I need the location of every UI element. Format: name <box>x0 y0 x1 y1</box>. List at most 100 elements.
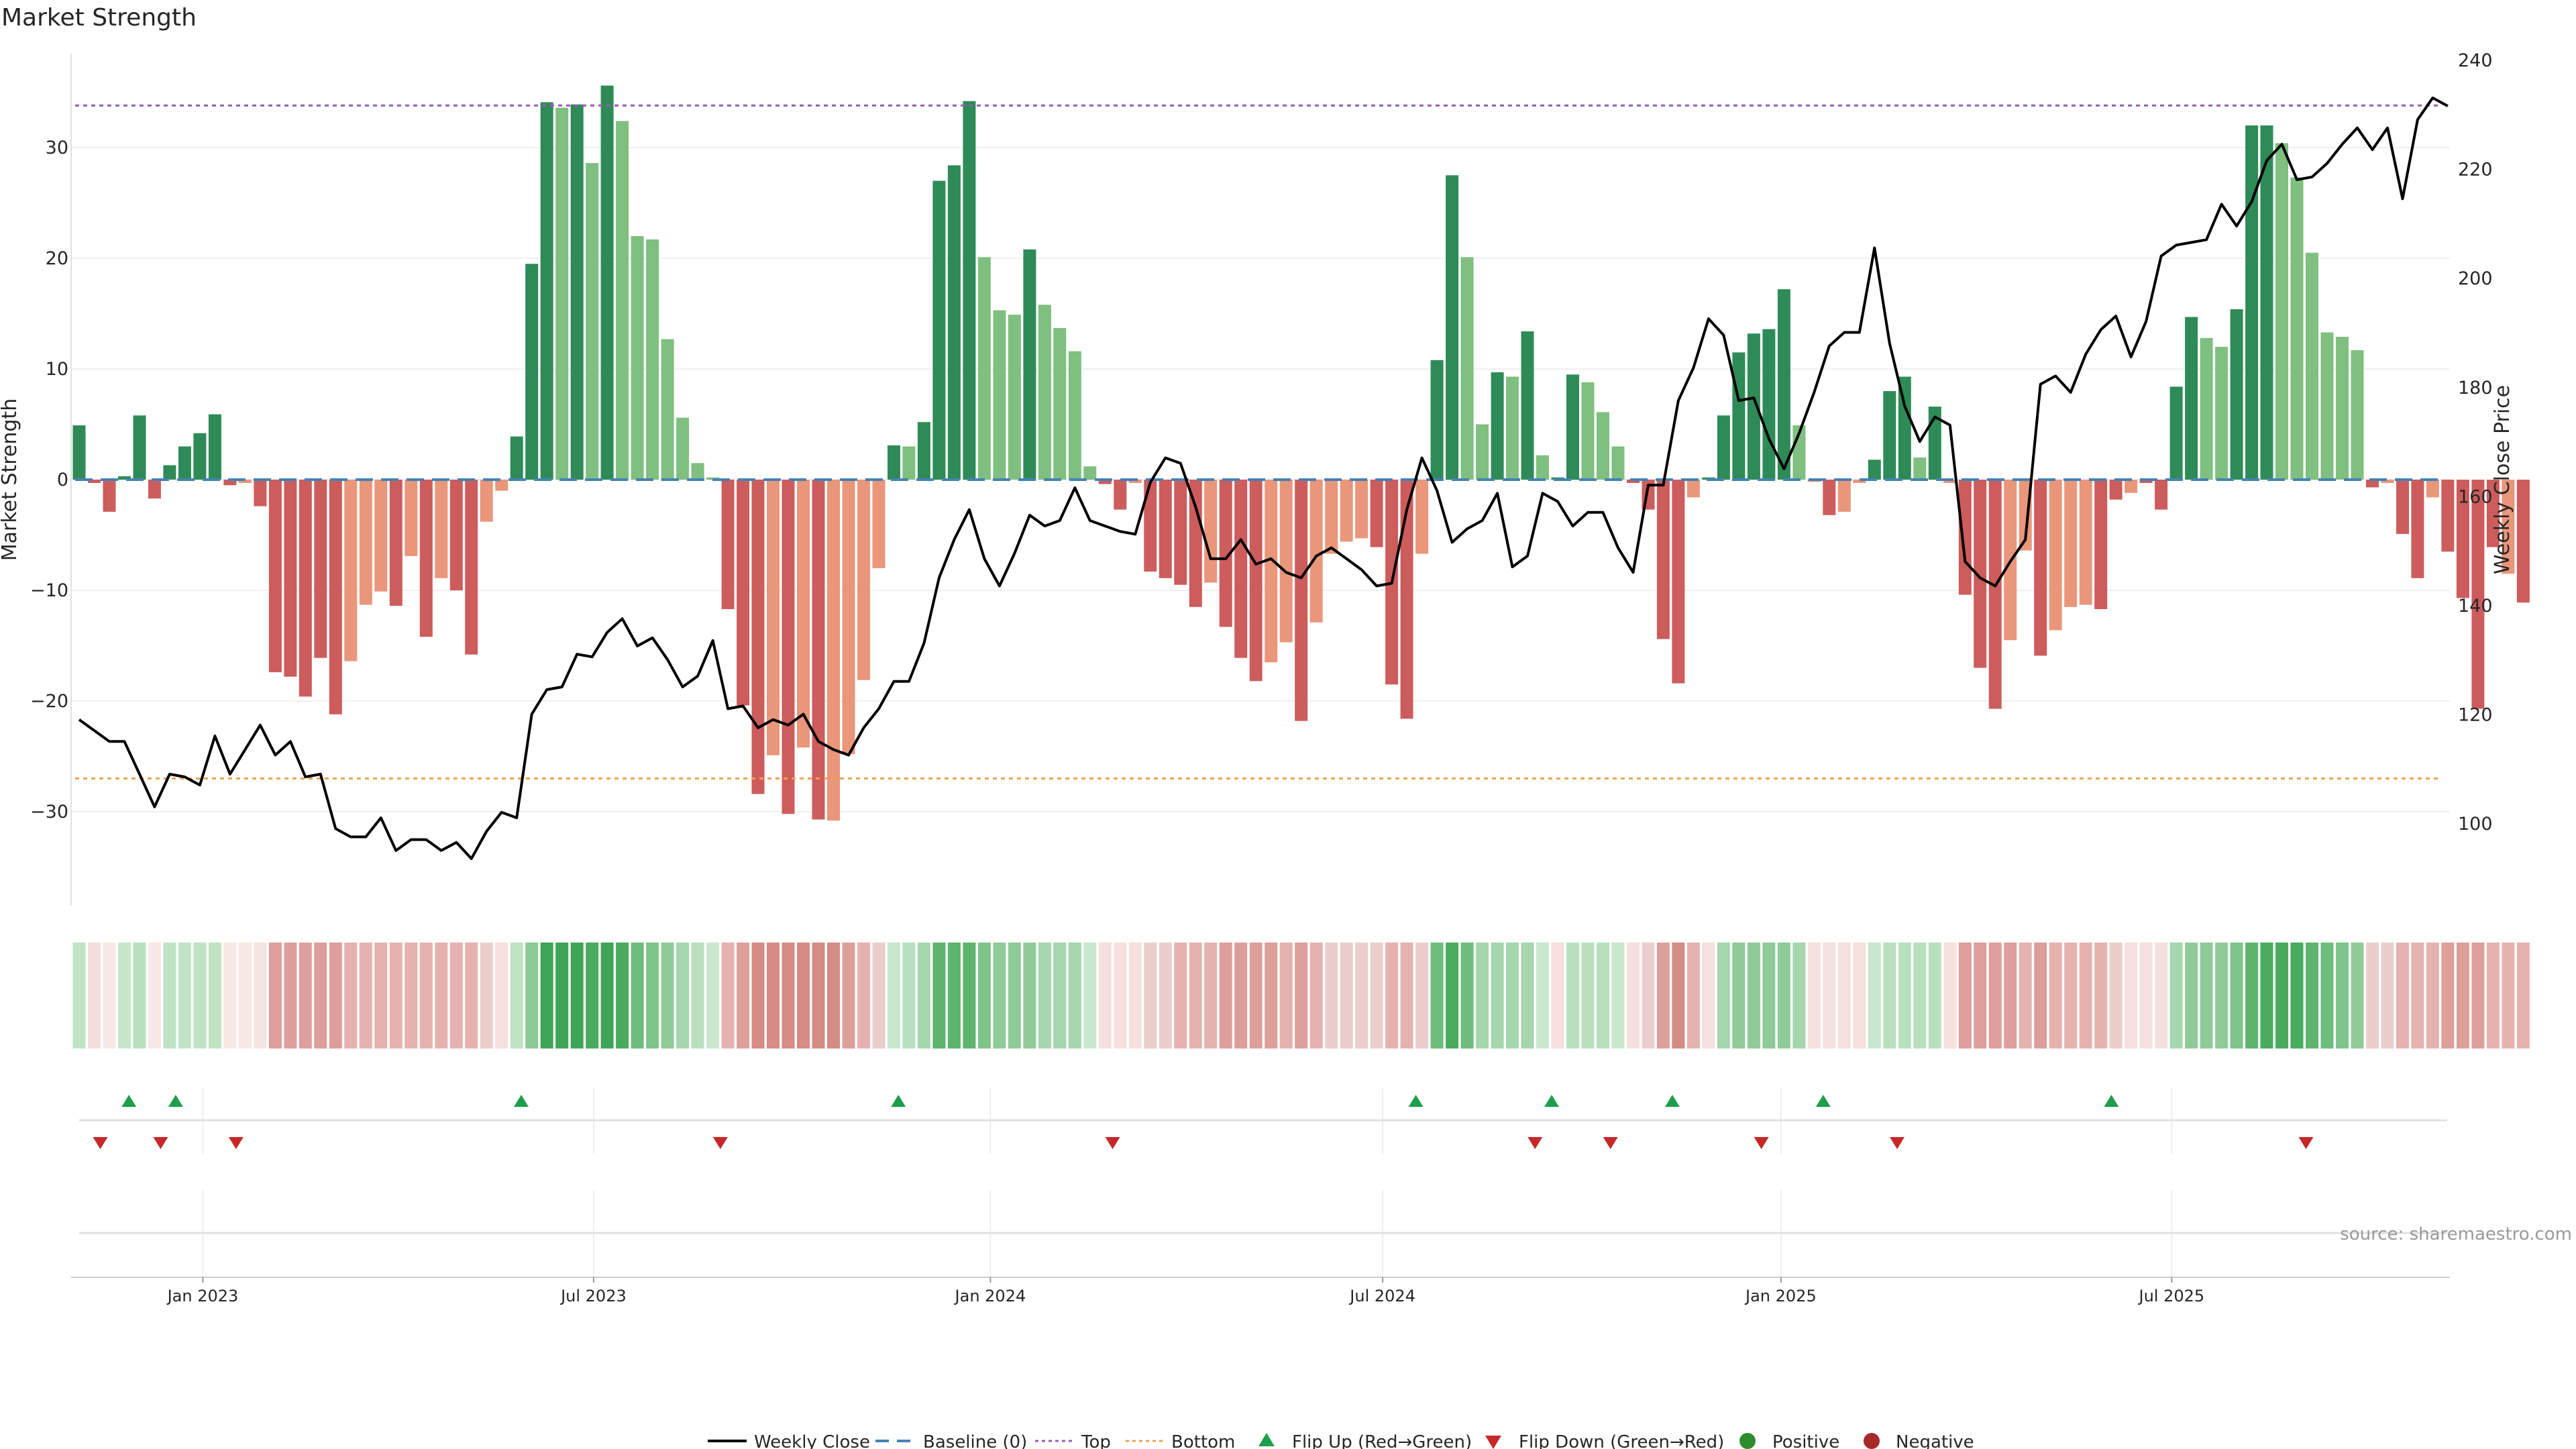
legend-top: Top <box>1081 1432 1111 1449</box>
strength-bar <box>465 480 478 655</box>
flip-down-marker <box>93 1137 108 1149</box>
heat-strip-cell <box>1702 943 1715 1049</box>
strength-bar <box>1325 480 1338 554</box>
strength-bar <box>2320 332 2334 480</box>
strength-bar <box>1686 480 1700 498</box>
strength-bar <box>1068 351 1081 480</box>
strength-bars <box>72 85 2530 821</box>
strength-bar <box>842 480 855 755</box>
heat-strip-cell <box>1656 943 1670 1049</box>
heat-strip-cell <box>600 943 614 1049</box>
legend-baseline: Baseline (0) <box>923 1432 1027 1449</box>
heat-strip-cell <box>827 943 840 1049</box>
strength-bar <box>947 165 961 480</box>
heat-strip-cell <box>1325 943 1338 1049</box>
strength-bar <box>1536 455 1549 480</box>
heat-strip-cell <box>2215 943 2229 1049</box>
heat-strip-cell <box>691 943 704 1049</box>
strength-bar <box>329 480 342 714</box>
strength-bar <box>646 239 659 480</box>
heat-strip-cell <box>2139 943 2153 1049</box>
right-y-axis-label: Weekly Close Price <box>2491 385 2514 574</box>
strength-bar <box>1597 412 1609 480</box>
left-y-tick-label: 20 <box>46 248 68 269</box>
strength-bar <box>1400 480 1413 719</box>
strength-bar <box>1355 480 1368 539</box>
heat-strip-cell <box>1868 943 1881 1049</box>
heat-strip-cell <box>1898 943 1911 1049</box>
strength-bar <box>631 236 644 480</box>
strength-bar <box>1627 480 1640 483</box>
heat-strip-cell <box>1837 943 1851 1049</box>
heat-strip-cell <box>193 943 207 1049</box>
heat-strip-cell <box>2200 943 2213 1049</box>
flip-down-markers <box>93 1137 2314 1149</box>
strength-bar <box>993 310 1006 480</box>
strength-bar <box>2034 480 2047 656</box>
strength-bar <box>389 480 402 606</box>
strength-bar <box>72 425 86 480</box>
heat-strip-cell <box>2381 943 2394 1049</box>
heat-strip-cell <box>238 943 252 1049</box>
heat-strip-cell <box>1686 943 1700 1049</box>
heat-strip-cell <box>1370 943 1383 1049</box>
x-tick-label: Jan 2023 <box>166 1287 239 1305</box>
flip-panel <box>79 1088 2447 1277</box>
strength-bar <box>2049 480 2062 631</box>
strength-bar <box>1023 249 1036 480</box>
right-y-tick-label: 180 <box>2458 378 2493 398</box>
strength-bar <box>1189 480 1202 607</box>
left-y-tick-label: −30 <box>30 802 68 822</box>
strength-bar <box>1566 374 1579 480</box>
flip-up-marker <box>891 1095 906 1107</box>
heat-strip-cell <box>1128 943 1142 1049</box>
heat-strip-cell <box>2230 943 2243 1049</box>
heat-strip-cell <box>2351 943 2364 1049</box>
heat-strip-cell <box>1430 943 1444 1049</box>
legend-positive: Positive <box>1772 1432 1839 1449</box>
heat-strip-cell <box>163 943 176 1049</box>
strength-bar <box>676 417 690 480</box>
weekly-close-line <box>78 96 2449 860</box>
heat-strip-cell <box>646 943 659 1049</box>
heat-strip-cell <box>857 943 870 1049</box>
strength-bar <box>1958 480 1972 595</box>
heat-strip-cell <box>1279 943 1293 1049</box>
strength-bar <box>540 102 553 480</box>
heat-strip-cell <box>2275 943 2288 1049</box>
strength-bar <box>767 480 780 755</box>
heat-strip-cell <box>2064 943 2078 1049</box>
heat-strip-cell <box>268 943 282 1049</box>
strength-bar <box>797 480 810 748</box>
heat-strip-cell <box>103 943 116 1049</box>
strength-bar <box>1128 480 1142 483</box>
strength-bar <box>284 480 297 677</box>
heat-strip-cell <box>1807 943 1821 1049</box>
strength-bar <box>782 480 795 814</box>
strength-bar <box>1521 331 1534 480</box>
heat-strip-cell <box>902 943 916 1049</box>
heat-strip-cell <box>1717 943 1730 1049</box>
strength-bar <box>1234 480 1248 658</box>
flip-down-marker <box>1890 1137 1905 1149</box>
strength-bar <box>1928 407 1941 480</box>
strength-bar <box>435 480 448 578</box>
strength-bar <box>2290 177 2304 480</box>
heat-strip-cell <box>465 943 478 1049</box>
strength-bar <box>1717 415 1730 480</box>
heat-strip-cell <box>963 943 976 1049</box>
strength-bar <box>2486 480 2500 547</box>
strength-bar <box>1762 329 1776 480</box>
heat-strip-cell <box>676 943 690 1049</box>
flip-up-marker <box>2104 1095 2119 1107</box>
strength-bar <box>812 480 825 820</box>
strength-bar <box>1777 289 1790 480</box>
strength-bar <box>1732 352 1746 480</box>
strength-bar <box>1114 480 1127 510</box>
strength-heat-strip <box>72 943 2530 1049</box>
legend-flip-up: Flip Up (Red→Green) <box>1292 1432 1472 1449</box>
left-y-tick-label: −20 <box>30 691 68 712</box>
strength-bar <box>2411 480 2424 578</box>
heat-strip-cell <box>751 943 765 1049</box>
heat-strip-cell <box>1958 943 1972 1049</box>
